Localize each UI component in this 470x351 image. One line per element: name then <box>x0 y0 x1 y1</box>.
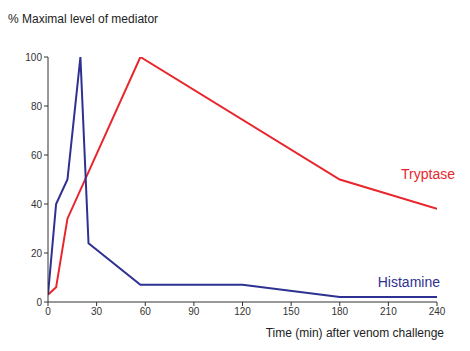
svg-text:80: 80 <box>31 101 43 112</box>
svg-text:120: 120 <box>234 306 251 317</box>
html-text:Time (min) after venom challen: Time (min) after venom challenge <box>265 326 444 340</box>
svg-text:240: 240 <box>429 306 446 317</box>
svg-text:90: 90 <box>188 306 200 317</box>
svg-text:0: 0 <box>45 306 51 317</box>
svg-text:30: 30 <box>91 306 103 317</box>
svg-text:100: 100 <box>25 52 42 63</box>
svg-text:210: 210 <box>380 306 397 317</box>
svg-text:180: 180 <box>331 306 348 317</box>
svg-text:40: 40 <box>31 199 43 210</box>
svg-text:20: 20 <box>31 248 43 259</box>
svg-text:150: 150 <box>283 306 300 317</box>
svg-text:60: 60 <box>31 150 43 161</box>
html-text:% Maximal level of mediator: % Maximal level of mediator <box>8 12 159 26</box>
svg-text:Histamine: Histamine <box>378 274 440 290</box>
svg-text:0: 0 <box>36 297 42 308</box>
svg-text:Tryptase: Tryptase <box>401 166 455 182</box>
svg-text:60: 60 <box>140 306 152 317</box>
